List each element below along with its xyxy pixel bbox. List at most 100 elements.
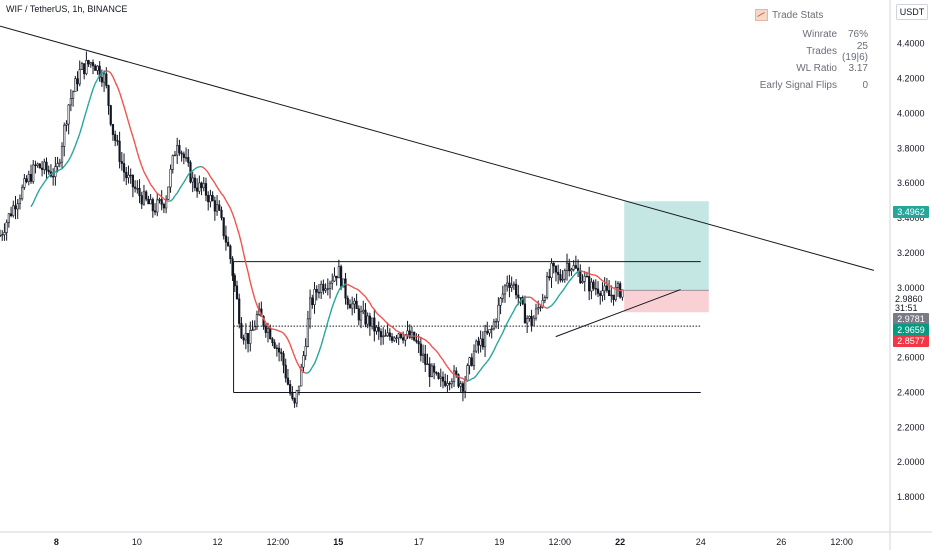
candle-body [497, 304, 500, 322]
candle-body [464, 379, 467, 392]
candle-body [244, 333, 247, 341]
candle-body [616, 283, 620, 288]
candle-body [576, 267, 580, 272]
symbol-title[interactable]: WIF / TetherUS, 1h, BINANCE [6, 4, 128, 14]
candle-body [284, 364, 287, 379]
ma-segment [313, 357, 318, 364]
position-zones [624, 201, 709, 313]
ma-segment [165, 199, 169, 202]
ma-segment [593, 274, 597, 277]
candle-body [63, 125, 66, 147]
candle-body [605, 285, 608, 291]
candle-body [180, 152, 183, 155]
ma-segment [216, 186, 220, 191]
candle-body [74, 78, 77, 93]
ma-segment [32, 197, 37, 204]
ma-segment [608, 284, 612, 288]
ma-segment [340, 285, 344, 288]
candle-body [495, 321, 498, 323]
ma-segment [43, 178, 48, 183]
ma-segment [260, 314, 265, 320]
x-tick-label: 12:00 [267, 537, 290, 547]
ma-segment [440, 356, 444, 361]
descending-trendline [0, 25, 875, 271]
ma-segment [595, 274, 599, 278]
ma-segment [398, 331, 402, 334]
candle-body [211, 195, 214, 201]
ma-segment [615, 288, 619, 291]
candle-body [519, 297, 522, 299]
candle-body [393, 337, 396, 341]
candle-body [147, 198, 150, 205]
candle-body [111, 123, 115, 135]
candle-body [362, 309, 365, 313]
ma-segment [329, 306, 333, 315]
candle-body [273, 342, 276, 349]
candle-body [441, 376, 445, 382]
candle-body [98, 65, 101, 78]
candle-body [568, 262, 571, 272]
y-tick-label: 3.6000 [897, 178, 925, 188]
candle-body [233, 275, 236, 287]
candle-body [118, 140, 121, 162]
x-tick-label: 17 [414, 537, 424, 547]
ma-segment [336, 290, 340, 296]
candle-body [235, 285, 239, 300]
ma-segment [205, 169, 209, 174]
candle-body [379, 331, 383, 338]
ma-segment [384, 320, 389, 325]
candle-body [612, 294, 615, 300]
candle-body [348, 304, 352, 309]
candle-body [295, 390, 298, 404]
candle-body [424, 353, 427, 365]
candle-body [253, 326, 256, 331]
ma-segment [544, 306, 548, 309]
trade-stats-header: Trade Stats [755, 8, 870, 22]
candle-body [490, 328, 493, 330]
ma-segment [103, 70, 107, 73]
ma-segment [61, 165, 65, 170]
target-price-tag: 3.4962 [893, 206, 929, 218]
ma-segment [311, 363, 316, 368]
ma-segment [92, 83, 96, 90]
ma-segment [453, 373, 457, 377]
candle-body [359, 311, 363, 321]
candle-body [543, 297, 546, 301]
ma-segment [511, 310, 515, 316]
ma-segment [316, 351, 320, 359]
candle-body [32, 164, 35, 182]
ma-segment [376, 312, 380, 316]
ma-segment [108, 70, 112, 74]
ma-segment [262, 318, 267, 323]
ma-segment [249, 281, 254, 291]
ma-segment [604, 281, 608, 285]
x-tick-label: 12 [212, 537, 222, 547]
candle-body [202, 183, 205, 189]
ma-segment [30, 202, 34, 208]
ma-segment [396, 330, 399, 333]
candle-body [337, 266, 340, 279]
candle-body [512, 283, 515, 286]
ma-segment [475, 372, 479, 377]
candle-body [182, 153, 185, 158]
candle-body [437, 373, 440, 379]
ma-segment [358, 289, 362, 294]
candle-body [477, 340, 480, 346]
ma-segment [320, 337, 325, 346]
ma-segment [247, 272, 251, 283]
ma-segment [178, 185, 183, 190]
ma-segment [303, 371, 306, 374]
candle-body [364, 309, 367, 325]
ma-segment [87, 95, 92, 104]
candle-body [282, 353, 285, 366]
ma-segment [480, 366, 484, 371]
y-tick-label: 2.2000 [897, 422, 925, 432]
ma-segment [251, 290, 256, 299]
candle-body [215, 204, 219, 212]
candle-body [322, 283, 325, 291]
ma-segment [116, 86, 121, 93]
candle-body [198, 182, 201, 192]
currency-unit-button[interactable]: USDT [896, 4, 928, 20]
candle-body [590, 281, 593, 292]
